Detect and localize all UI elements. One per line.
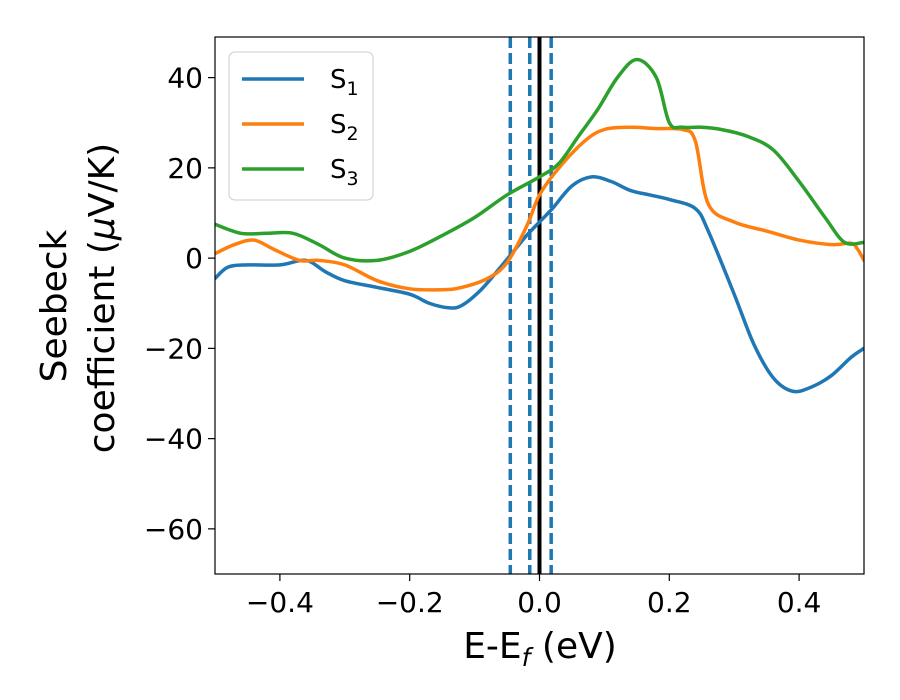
legend-items: S1 S2 S3 xyxy=(242,65,359,190)
series-line-s3 xyxy=(215,57,864,263)
y-axis-ticks: 40 20 0 −20 −40 −60 xyxy=(144,62,215,546)
series-line-s1 xyxy=(215,175,864,394)
x-axis-ticks: −0.4 −0.2 0.0 0.2 0.4 xyxy=(246,574,821,619)
x-tick-label: 0.4 xyxy=(777,586,822,619)
legend-label-s3: S3 xyxy=(330,155,359,190)
y-tick-label: −20 xyxy=(144,332,203,365)
legend-label-s2: S2 xyxy=(330,110,359,145)
reference-lines xyxy=(508,37,553,574)
x-axis-label: E-Ef (eV) xyxy=(463,626,617,672)
x-tick-label: −0.2 xyxy=(376,586,444,619)
y-axis-label-line2: coefficient (μV/K) xyxy=(82,143,123,453)
series-line-s2 xyxy=(215,125,864,292)
legend-box xyxy=(228,51,374,201)
y-axis-label-line1: Seebeck xyxy=(34,229,75,382)
x-tick-label: −0.4 xyxy=(246,586,314,619)
legend-label-s1: S1 xyxy=(330,65,359,100)
x-tick-label: 0.2 xyxy=(647,586,692,619)
x-tick-label: 0.0 xyxy=(517,586,562,619)
y-tick-label: 0 xyxy=(185,242,203,275)
series-lines xyxy=(215,57,864,394)
y-tick-label: −60 xyxy=(144,513,203,546)
y-tick-label: 40 xyxy=(167,62,203,95)
legend: S1 S2 S3 xyxy=(228,51,374,201)
y-tick-label: −40 xyxy=(144,423,203,456)
y-tick-label: 20 xyxy=(167,152,203,185)
